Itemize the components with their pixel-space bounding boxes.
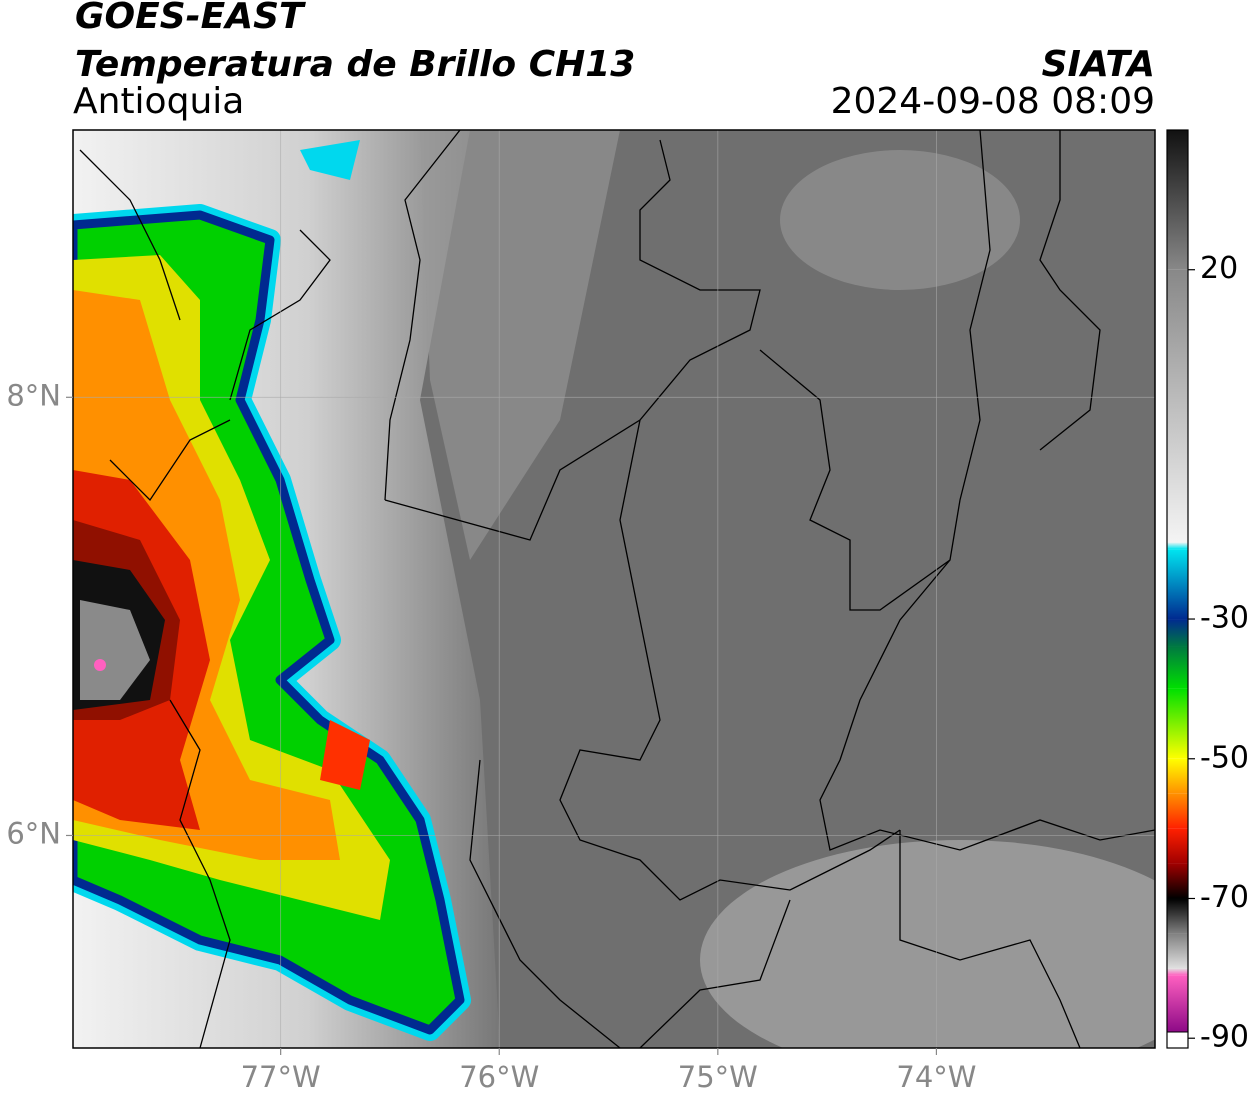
colorbar bbox=[1167, 130, 1188, 1039]
graticule bbox=[73, 130, 1155, 1048]
x-tick-label: 75°W bbox=[678, 1060, 758, 1094]
colorbar-segment bbox=[1167, 863, 1188, 899]
colorbar-segment bbox=[1167, 646, 1188, 689]
map-frame bbox=[72, 129, 1156, 1049]
colorbar-segment bbox=[1167, 542, 1188, 550]
datetime: 2024-09-08 08:09 bbox=[831, 81, 1155, 122]
colorbar-tick-label: -30 bbox=[1200, 601, 1249, 636]
colorbar-segment bbox=[1167, 619, 1188, 647]
colorbar-segment bbox=[1167, 828, 1188, 864]
colorbar-segment bbox=[1167, 793, 1188, 829]
colorbar-frame bbox=[1166, 129, 1189, 1049]
colorbar-tick-label: -70 bbox=[1200, 880, 1249, 915]
x-tick-label: 76°W bbox=[459, 1060, 539, 1094]
colorbar-extension bbox=[1166, 1031, 1189, 1049]
colorbar-segment bbox=[1167, 933, 1188, 969]
colorbar-tick-label: -50 bbox=[1200, 740, 1249, 775]
source: SIATA bbox=[1042, 44, 1155, 85]
satellite-image bbox=[73, 130, 1155, 1048]
colorbar-segment bbox=[1167, 130, 1188, 270]
colorbar-segment bbox=[1167, 975, 1188, 1039]
colorbar-segment bbox=[1167, 269, 1188, 543]
region: Antioquia bbox=[73, 81, 244, 122]
title: GOES-EAST bbox=[75, 0, 306, 37]
colorbar-segment bbox=[1167, 898, 1188, 934]
colorbar-segment bbox=[1167, 758, 1188, 794]
subtitle: Temperatura de Brillo CH13 bbox=[75, 44, 635, 85]
x-tick-label: 74°W bbox=[896, 1060, 976, 1094]
colorbar-segment bbox=[1167, 688, 1188, 759]
y-tick-label: 6°N bbox=[6, 816, 61, 850]
colorbar-segment bbox=[1167, 968, 1188, 976]
colorbar-tick-label: -90 bbox=[1200, 1020, 1249, 1055]
colorbar-segment bbox=[1167, 549, 1188, 620]
x-tick-label: 77°W bbox=[241, 1060, 321, 1094]
colorbar-tick-label: 20 bbox=[1200, 251, 1238, 286]
y-tick-label: 8°N bbox=[6, 378, 61, 412]
